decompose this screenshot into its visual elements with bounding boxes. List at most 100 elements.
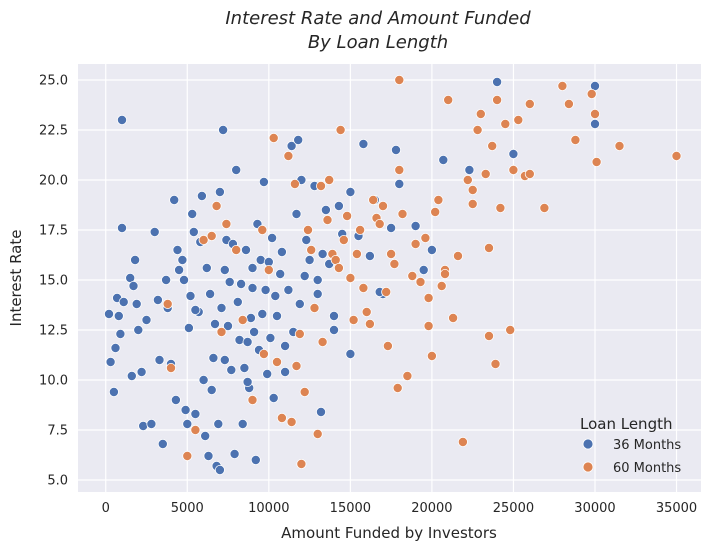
point-36-months — [364, 250, 375, 261]
y-tick-label: 20.0 — [39, 174, 68, 189]
point-36-months — [203, 450, 214, 461]
point-60-months — [452, 250, 463, 261]
point-36-months — [213, 418, 224, 429]
y-tick-label: 10.0 — [39, 374, 68, 389]
point-36-months — [320, 204, 331, 215]
point-36-months — [299, 270, 310, 281]
point-60-months — [495, 202, 506, 213]
point-36-months — [214, 186, 225, 197]
point-60-months — [211, 200, 222, 211]
point-36-months — [312, 288, 323, 299]
point-36-months — [239, 362, 250, 373]
x-tick-label: 25000 — [493, 501, 534, 516]
point-60-months — [283, 150, 294, 161]
legend-label-60-months: 60 Months — [613, 461, 681, 476]
point-36-months — [128, 280, 139, 291]
point-36-months — [110, 342, 121, 353]
point-60-months — [475, 109, 486, 120]
point-60-months — [415, 276, 426, 287]
y-tick-label: 12.5 — [39, 324, 68, 339]
legend-label-36-months: 36 Months — [613, 438, 681, 453]
x-tick-label: 0 — [102, 501, 110, 516]
point-36-months — [234, 334, 245, 345]
point-36-months — [172, 244, 183, 255]
point-36-months — [105, 356, 116, 367]
point-60-months — [381, 286, 392, 297]
point-36-months — [328, 310, 339, 321]
point-60-months — [472, 125, 483, 136]
point-36-months — [270, 290, 281, 301]
point-60-months — [182, 450, 193, 461]
point-60-months — [258, 348, 269, 359]
y-tick-label: 22.5 — [39, 124, 68, 139]
point-36-months — [219, 354, 230, 365]
point-60-months — [457, 436, 468, 447]
y-tick-label: 5.0 — [47, 474, 68, 489]
point-36-months — [294, 298, 305, 309]
chart-title-line-1: Interest Rate and Amount Funded — [225, 8, 531, 29]
point-60-months — [563, 99, 574, 110]
y-tick-label: 7.5 — [47, 424, 68, 439]
point-60-months — [302, 224, 313, 235]
point-36-months — [237, 418, 248, 429]
point-36-months — [276, 246, 287, 257]
point-36-months — [250, 454, 261, 465]
point-36-months — [242, 336, 253, 347]
point-36-months — [201, 262, 212, 273]
point-60-months — [348, 314, 359, 325]
point-60-months — [500, 119, 511, 130]
point-36-months — [113, 310, 124, 321]
point-60-months — [490, 358, 501, 369]
point-36-months — [190, 408, 201, 419]
point-60-months — [296, 458, 307, 469]
point-60-months — [483, 242, 494, 253]
point-36-months — [258, 176, 269, 187]
point-36-months — [304, 254, 315, 265]
point-36-months — [219, 264, 230, 275]
point-36-months — [182, 418, 193, 429]
point-60-months — [364, 318, 375, 329]
point-36-months — [131, 298, 142, 309]
x-axis-label: Amount Funded by Investors — [281, 524, 497, 542]
point-36-months — [104, 308, 115, 319]
point-60-months — [423, 292, 434, 303]
y-axis-ticks: 5.0 7.5 10.0 12.5 15.0 17.5 20.0 22.5 25.0 — [39, 74, 68, 489]
point-60-months — [165, 362, 176, 373]
x-axis-ticks: 0 5000 10000 15000 20000 25000 30000 35000 — [102, 501, 698, 516]
point-60-months — [436, 280, 447, 291]
point-36-months — [136, 366, 147, 377]
point-36-months — [232, 296, 243, 307]
point-60-months — [374, 218, 385, 229]
point-60-months — [420, 232, 431, 243]
point-36-months — [177, 254, 188, 265]
point-60-months — [483, 330, 494, 341]
point-60-months — [338, 234, 349, 245]
point-36-months — [312, 274, 323, 285]
point-60-months — [276, 412, 287, 423]
point-60-months — [394, 75, 405, 86]
point-60-months — [513, 115, 524, 126]
point-60-months — [671, 150, 682, 161]
point-60-months — [322, 214, 333, 225]
point-60-months — [263, 264, 274, 275]
point-36-months — [240, 244, 251, 255]
point-60-months — [162, 298, 173, 309]
point-60-months — [586, 89, 597, 100]
point-60-months — [216, 326, 227, 337]
point-36-months — [170, 394, 181, 405]
legend-marker-60-months — [582, 461, 594, 473]
point-60-months — [335, 125, 346, 136]
point-60-months — [289, 178, 300, 189]
point-60-months — [539, 202, 550, 213]
point-60-months — [524, 99, 535, 110]
x-tick-label: 10000 — [248, 501, 289, 516]
point-36-months — [426, 244, 437, 255]
point-60-months — [358, 282, 369, 293]
point-60-months — [557, 81, 568, 92]
point-36-months — [345, 186, 356, 197]
point-60-months — [410, 238, 421, 249]
point-36-months — [108, 386, 119, 397]
point-36-months — [115, 328, 126, 339]
y-axis-label: Interest Rate — [7, 230, 25, 327]
point-36-months — [174, 264, 185, 275]
